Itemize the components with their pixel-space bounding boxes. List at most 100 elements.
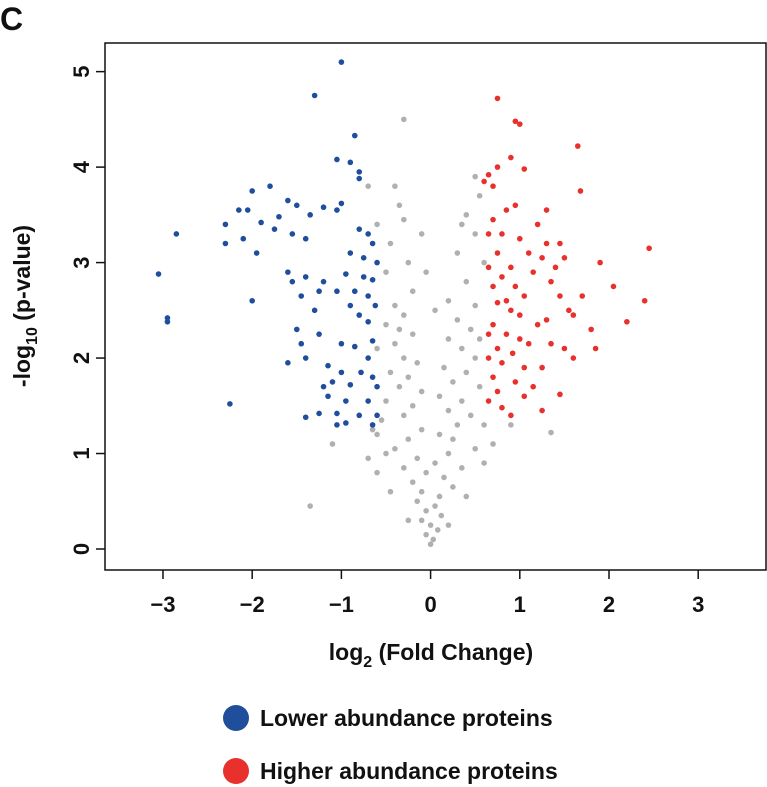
point [374,469,380,476]
point [360,255,367,261]
point [485,355,492,361]
point [539,407,545,414]
point [405,517,412,524]
panel-label: C [0,1,23,37]
point [423,269,429,275]
point [302,235,309,242]
x-tick-label: −3 [150,592,175,617]
point [476,383,483,390]
point [253,250,260,256]
point [436,393,443,400]
point [409,479,416,485]
point [338,59,345,65]
y-tick-label: 2 [69,352,94,364]
point [516,312,523,318]
point [516,336,523,342]
point [329,441,336,447]
x-tick-label: −2 [240,592,265,617]
point [164,318,171,325]
point [427,522,434,528]
point [552,264,559,271]
point [334,156,340,163]
y-label-main: -log [9,345,35,387]
point [293,326,300,333]
point [438,512,445,519]
point [351,288,358,295]
point [316,288,322,295]
point [485,264,492,271]
point [418,388,425,395]
point [490,183,496,190]
y-tick-label: 4 [69,160,94,173]
point [316,331,322,337]
point [401,216,407,223]
point [374,383,380,390]
x-label-rest: (Fold Change) [372,639,533,665]
y-tick-label: 5 [69,66,94,78]
point [450,484,456,490]
point [343,420,349,426]
point [369,240,376,247]
point [570,355,577,361]
point [432,503,438,509]
point [476,336,483,342]
point [401,465,407,471]
point [401,312,407,318]
point [334,207,340,213]
point [530,383,536,390]
point [358,369,364,376]
point [418,517,425,524]
point [423,508,429,514]
point [512,202,519,209]
point [374,259,380,266]
point [423,531,429,538]
point [525,340,532,347]
point [405,436,412,443]
point [490,283,496,290]
point [293,202,300,209]
point [445,336,452,342]
point [436,431,443,438]
point [641,297,648,304]
point [356,412,363,419]
point [592,345,599,352]
point [490,216,496,223]
point [557,391,563,398]
y-label-sub: 10 [24,327,41,345]
point [401,355,407,361]
point [459,465,465,471]
point [512,379,519,385]
point [347,250,354,256]
point [236,207,242,213]
point [434,527,441,533]
point [311,307,318,314]
point [334,422,340,428]
point [499,404,505,411]
point [512,118,519,125]
point [365,398,371,404]
point [499,360,505,366]
point [499,274,505,280]
point [481,259,487,266]
point [543,207,550,213]
point [521,293,528,299]
point [387,369,394,376]
legend-marker [223,705,249,731]
point [454,317,461,323]
y-axis-label: -log10 (p-value) [9,225,41,387]
point [334,288,340,295]
point [543,317,550,323]
point [249,297,255,304]
point [392,302,398,309]
point [463,493,470,500]
point [289,278,296,285]
point [155,271,162,277]
point [516,235,523,242]
point [302,274,309,280]
point [450,379,456,385]
point [472,355,478,361]
point [418,231,425,237]
point [597,259,603,266]
point [351,343,358,350]
